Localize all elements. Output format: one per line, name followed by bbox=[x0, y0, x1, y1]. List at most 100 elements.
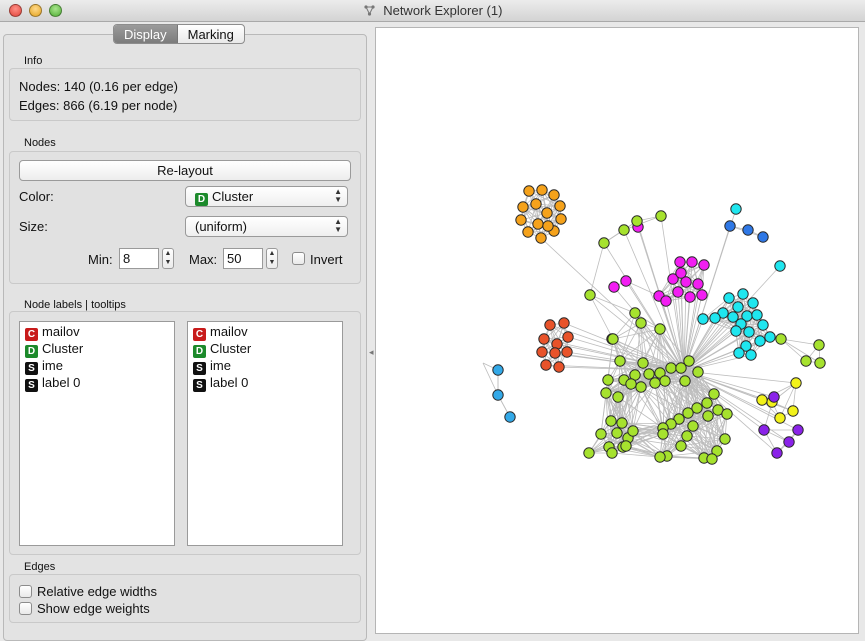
graph-node-lime[interactable] bbox=[612, 391, 624, 403]
graph-node-cyan[interactable] bbox=[730, 325, 742, 337]
graph-node-red[interactable] bbox=[544, 319, 556, 331]
size-combobox[interactable]: (uniform) ▲ ▼ bbox=[185, 216, 348, 237]
graph-node-lime[interactable] bbox=[691, 402, 703, 414]
graph-node-red[interactable] bbox=[553, 361, 565, 373]
graph-node-lime[interactable] bbox=[595, 428, 607, 440]
graph-node-lime[interactable] bbox=[602, 374, 614, 386]
graph-node-blue[interactable] bbox=[724, 220, 736, 232]
graph-node-red[interactable] bbox=[538, 333, 550, 345]
graph-node-orange[interactable] bbox=[515, 214, 527, 226]
graph-node-red[interactable] bbox=[540, 359, 552, 371]
graph-node-magenta[interactable] bbox=[660, 295, 672, 307]
graph-node-cyan[interactable] bbox=[743, 326, 755, 338]
graph-node-magenta[interactable] bbox=[686, 256, 698, 268]
graph-node-blue[interactable] bbox=[742, 224, 754, 236]
graph-node-orange[interactable] bbox=[536, 184, 548, 196]
graph-node-purple[interactable] bbox=[768, 391, 780, 403]
graph-node-cyan[interactable] bbox=[740, 340, 752, 352]
network-graph-canvas[interactable] bbox=[375, 27, 859, 634]
min-size-input[interactable]: 8 bbox=[119, 248, 159, 269]
relative-edge-widths-checkbox[interactable] bbox=[19, 585, 32, 598]
graph-node-cyan[interactable] bbox=[751, 309, 763, 321]
graph-node-lime[interactable] bbox=[584, 289, 596, 301]
graph-node-red[interactable] bbox=[549, 347, 561, 359]
graph-node-cyan[interactable] bbox=[737, 288, 749, 300]
graph-node-magenta[interactable] bbox=[696, 289, 708, 301]
graph-node-lime[interactable] bbox=[618, 224, 630, 236]
graph-node-red[interactable] bbox=[562, 331, 574, 343]
graph-node-lime[interactable] bbox=[679, 375, 691, 387]
graph-node-lime[interactable] bbox=[683, 355, 695, 367]
graph-node-yellow[interactable] bbox=[756, 394, 768, 406]
show-edge-weights-checkbox[interactable] bbox=[19, 602, 32, 615]
graph-node-red[interactable] bbox=[561, 346, 573, 358]
graph-node-lime[interactable] bbox=[800, 355, 812, 367]
graph-node-lime[interactable] bbox=[673, 413, 685, 425]
graph-node-cyan[interactable] bbox=[723, 292, 735, 304]
graph-node-orange[interactable] bbox=[522, 226, 534, 238]
graph-node-lime[interactable] bbox=[635, 317, 647, 329]
color-combobox[interactable]: D Cluster ▲ ▼ bbox=[185, 186, 348, 207]
graph-node-magenta[interactable] bbox=[692, 278, 704, 290]
graph-node-cyan[interactable] bbox=[730, 203, 742, 215]
graph-node-purple[interactable] bbox=[792, 424, 804, 436]
graph-node-magenta[interactable] bbox=[608, 281, 620, 293]
graph-node-purple[interactable] bbox=[771, 447, 783, 459]
graph-node-orange[interactable] bbox=[530, 198, 542, 210]
graph-node-cyan[interactable] bbox=[774, 260, 786, 272]
graph-node-light_blue[interactable] bbox=[504, 411, 516, 423]
list-item[interactable]: D Cluster bbox=[193, 341, 251, 358]
graph-node-lime[interactable] bbox=[607, 333, 619, 345]
graph-node-cyan[interactable] bbox=[733, 347, 745, 359]
graph-node-lime[interactable] bbox=[600, 387, 612, 399]
list-item[interactable]: D Cluster bbox=[25, 341, 83, 358]
graph-node-cyan[interactable] bbox=[757, 319, 769, 331]
graph-node-lime[interactable] bbox=[682, 407, 694, 419]
splitter-handle-icon[interactable]: ◂ bbox=[369, 347, 374, 357]
graph-node-magenta[interactable] bbox=[675, 267, 687, 279]
minimize-window-button[interactable] bbox=[29, 4, 42, 17]
graph-node-lime[interactable] bbox=[702, 410, 714, 422]
graph-node-lime[interactable] bbox=[719, 433, 731, 445]
graph-node-lime[interactable] bbox=[775, 333, 787, 345]
graph-node-cyan[interactable] bbox=[717, 307, 729, 319]
graph-node-blue[interactable] bbox=[757, 231, 769, 243]
graph-node-magenta[interactable] bbox=[667, 273, 679, 285]
graph-node-lime[interactable] bbox=[616, 417, 628, 429]
graph-node-lime[interactable] bbox=[665, 362, 677, 374]
graph-node-lime[interactable] bbox=[637, 357, 649, 369]
graph-node-lime[interactable] bbox=[701, 397, 713, 409]
graph-node-cyan[interactable] bbox=[697, 313, 709, 325]
graph-node-cyan[interactable] bbox=[764, 331, 776, 343]
graph-node-lime[interactable] bbox=[721, 408, 733, 420]
graph-node-cyan[interactable] bbox=[709, 312, 721, 324]
graph-node-lime[interactable] bbox=[681, 430, 693, 442]
max-size-input[interactable]: 50 bbox=[223, 248, 263, 269]
graph-node-lime[interactable] bbox=[687, 420, 699, 432]
graph-node-lime[interactable] bbox=[814, 357, 826, 369]
graph-node-cyan[interactable] bbox=[745, 349, 757, 361]
graph-node-lime[interactable] bbox=[655, 210, 667, 222]
network-graph[interactable] bbox=[376, 28, 860, 635]
zoom-window-button[interactable] bbox=[49, 4, 62, 17]
graph-node-lime[interactable] bbox=[813, 339, 825, 351]
graph-node-yellow[interactable] bbox=[790, 377, 802, 389]
graph-node-lime[interactable] bbox=[654, 451, 666, 463]
tab-marking[interactable]: Marking bbox=[187, 27, 234, 42]
graph-node-lime[interactable] bbox=[675, 440, 687, 452]
min-spinner-arrows[interactable]: ▲ ▼ bbox=[162, 248, 174, 269]
graph-node-cyan[interactable] bbox=[732, 301, 744, 313]
graph-node-magenta[interactable] bbox=[684, 291, 696, 303]
tab-display[interactable]: Display bbox=[114, 25, 178, 43]
graph-node-magenta[interactable] bbox=[674, 256, 686, 268]
graph-node-lime[interactable] bbox=[627, 425, 639, 437]
relayout-button[interactable]: Re-layout bbox=[19, 160, 351, 181]
graph-node-red[interactable] bbox=[558, 317, 570, 329]
invert-checkbox[interactable] bbox=[292, 252, 305, 265]
graph-node-magenta[interactable] bbox=[680, 276, 692, 288]
